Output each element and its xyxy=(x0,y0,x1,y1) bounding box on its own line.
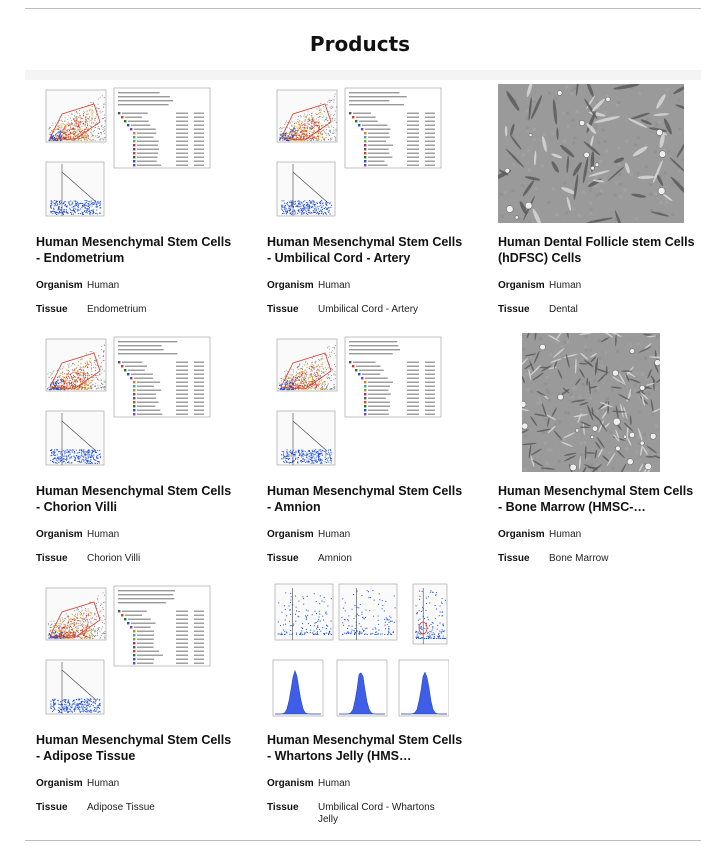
tissue-value: Chorion Villi xyxy=(87,553,141,564)
page-title: Products xyxy=(309,32,411,56)
organism-value: Human xyxy=(87,529,120,540)
product-image-cell-culture[interactable] xyxy=(498,84,684,223)
product-image-flow-cytometry[interactable] xyxy=(267,331,449,473)
organism-label: Organism xyxy=(498,529,545,540)
organism-label: Organism xyxy=(36,778,83,789)
tissue-label: Tissue xyxy=(267,802,299,813)
tissue-label: Tissue xyxy=(498,553,530,564)
organism-value: Human xyxy=(318,778,351,789)
organism-label: Organism xyxy=(267,778,314,789)
product-card[interactable]: Human Dental Follicle stem Cells (hDFSC)… xyxy=(498,82,695,331)
product-image-flow-cytometry[interactable] xyxy=(36,331,218,473)
organism-value: Human xyxy=(318,280,351,291)
product-card[interactable]: Human Mesenchymal Stem Cells - Endometri… xyxy=(36,82,267,331)
product-title[interactable]: Human Mesenchymal Stem Cells - Adipose T… xyxy=(36,733,232,763)
product-card[interactable]: Human Mesenchymal Stem Cells - Whartons … xyxy=(267,580,498,829)
tissue-value: Adipose Tissue xyxy=(87,802,155,813)
organism-value: Human xyxy=(549,529,582,540)
product-card[interactable]: Human Mesenchymal Stem Cells - Adipose T… xyxy=(36,580,267,829)
tissue-label: Tissue xyxy=(36,802,68,813)
tissue-value: Umbilical Cord - Whartons Jelly xyxy=(318,802,435,825)
organism-label: Organism xyxy=(36,280,83,291)
bottom-divider xyxy=(25,840,701,841)
product-title[interactable]: Human Mesenchymal Stem Cells - Endometri… xyxy=(36,235,232,265)
organism-label: Organism xyxy=(267,529,314,540)
product-image-histograms[interactable] xyxy=(267,580,449,722)
tissue-label: Tissue xyxy=(267,304,299,315)
product-image-cell-culture[interactable] xyxy=(522,333,660,472)
tissue-value: Umbilical Cord - Artery xyxy=(318,304,419,315)
product-title[interactable]: Human Mesenchymal Stem Cells - Bone Marr… xyxy=(498,484,694,514)
product-card[interactable]: Human Mesenchymal Stem Cells - Chorion V… xyxy=(36,331,267,580)
top-divider xyxy=(25,8,701,9)
tissue-label: Tissue xyxy=(36,553,68,564)
header-band xyxy=(25,70,701,80)
organism-value: Human xyxy=(549,280,582,291)
product-card[interactable]: Human Mesenchymal Stem Cells - Amnion Or… xyxy=(267,331,498,580)
tissue-value: Endometrium xyxy=(87,304,147,315)
tissue-value: Bone Marrow xyxy=(549,553,609,564)
organism-value: Human xyxy=(87,280,120,291)
product-title[interactable]: Human Mesenchymal Stem Cells - Umbilical… xyxy=(267,235,463,265)
product-title[interactable]: Human Mesenchymal Stem Cells - Amnion xyxy=(267,484,463,514)
tissue-label: Tissue xyxy=(267,553,299,564)
tissue-label: Tissue xyxy=(36,304,68,315)
product-title[interactable]: Human Mesenchymal Stem Cells - Whartons … xyxy=(267,733,463,763)
product-image-flow-cytometry[interactable] xyxy=(36,580,218,722)
product-title[interactable]: Human Mesenchymal Stem Cells - Chorion V… xyxy=(36,484,232,514)
organism-label: Organism xyxy=(267,280,314,291)
tissue-label: Tissue xyxy=(498,304,530,315)
organism-label: Organism xyxy=(498,280,545,291)
product-card[interactable]: Human Mesenchymal Stem Cells - Bone Marr… xyxy=(498,331,693,580)
organism-label: Organism xyxy=(36,529,83,540)
product-grid: Human Mesenchymal Stem Cells - Endometri… xyxy=(36,82,695,829)
product-image-flow-cytometry[interactable] xyxy=(36,82,218,224)
organism-value: Human xyxy=(87,778,120,789)
product-card[interactable]: Human Mesenchymal Stem Cells - Umbilical… xyxy=(267,82,498,331)
tissue-value: Dental xyxy=(549,304,578,315)
tissue-value: Amnion xyxy=(318,553,352,564)
product-title[interactable]: Human Dental Follicle stem Cells (hDFSC)… xyxy=(498,235,695,265)
organism-value: Human xyxy=(318,529,351,540)
product-image-flow-cytometry[interactable] xyxy=(267,82,449,224)
